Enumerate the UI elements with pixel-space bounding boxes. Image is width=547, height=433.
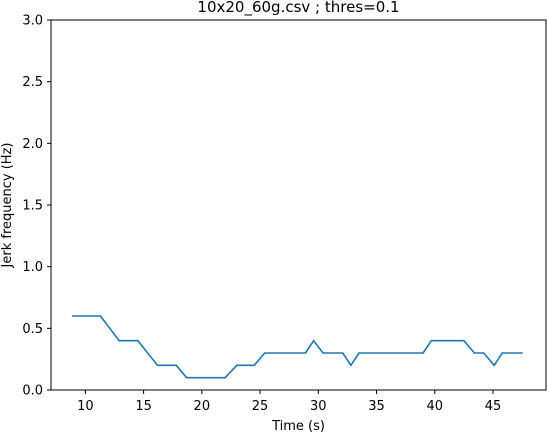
x-axis-ticks: 10 15 20 25 30 35 40 45 [77, 390, 501, 414]
data-point [350, 364, 352, 367]
x-tick-label: 45 [485, 399, 502, 414]
y-tick-label: 2.0 [22, 137, 43, 152]
data-point [521, 352, 523, 354]
x-axis-label: Time (s) [271, 419, 325, 433]
data-point [341, 352, 344, 354]
x-tick-label: 30 [310, 399, 327, 414]
y-tick-label: 0.5 [22, 322, 43, 337]
data-point [71, 315, 74, 317]
data-point [99, 315, 102, 317]
series-line [72, 315, 523, 379]
y-axis-label: Jerk frequency (Hz) [0, 143, 15, 269]
data-point [263, 352, 266, 354]
data-point [482, 352, 485, 354]
plot-area [50, 19, 547, 391]
data-point [156, 364, 159, 367]
data-point [205, 376, 208, 379]
data-point [312, 339, 315, 342]
data-point [358, 352, 360, 354]
chart-title: 10x20_60g.csv ; thres=0.1 [197, 0, 399, 17]
data-point [501, 352, 504, 354]
data-point [235, 364, 238, 367]
x-tick-label: 20 [194, 399, 211, 414]
data-point [185, 376, 188, 379]
data-point [463, 339, 465, 342]
x-tick-label: 10 [77, 399, 94, 414]
data-point [118, 339, 120, 342]
data-point [253, 364, 256, 367]
x-tick-label: 25 [252, 399, 269, 414]
data-point [175, 364, 178, 367]
plot-frame [50, 19, 547, 391]
x-tick-label: 35 [368, 399, 385, 414]
data-point [304, 352, 307, 354]
y-tick-label: 1.0 [22, 260, 43, 275]
data-point [224, 376, 226, 379]
data-point [473, 352, 476, 354]
data-point [430, 339, 433, 342]
y-tick-label: 0.0 [22, 384, 43, 399]
data-point [322, 352, 324, 354]
x-tick-label: 40 [426, 399, 443, 414]
x-tick-label: 15 [135, 399, 152, 414]
data-point [493, 364, 495, 367]
y-axis-ticks: 0.0 0.5 1.0 1.5 2.0 2.5 3.0 [22, 14, 51, 399]
y-tick-label: 3.0 [22, 14, 43, 29]
y-tick-label: 1.5 [22, 199, 43, 214]
y-tick-label: 2.5 [22, 75, 43, 90]
data-point [136, 339, 139, 342]
data-point [422, 352, 424, 354]
